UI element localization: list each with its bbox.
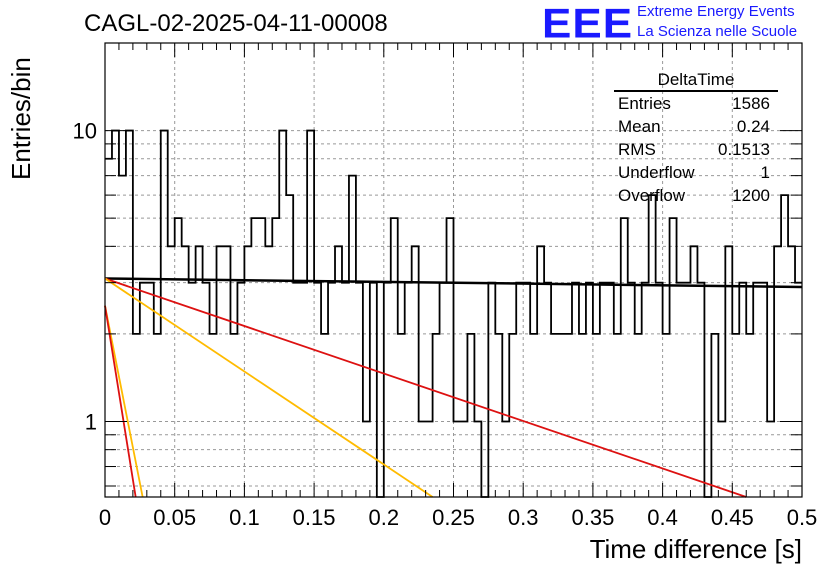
- x-tick-label: 0.2: [369, 505, 400, 530]
- stats-label: RMS: [618, 140, 656, 159]
- stats-value: 1: [760, 163, 770, 182]
- y-tick-label: 1: [85, 409, 97, 434]
- stats-value: 0.24: [736, 117, 770, 136]
- y-tick-label: 10: [73, 119, 97, 144]
- fit-line-1: [104, 277, 803, 289]
- x-axis-label: Time difference [s]: [589, 534, 802, 564]
- org-line-2: La Scienza nelle Scuole: [637, 23, 798, 40]
- fit-line-4: [104, 305, 144, 498]
- stats-row-mean: Mean 0.24: [612, 115, 778, 138]
- org-line-1: Extreme Energy Events: [637, 3, 795, 20]
- histogram: [105, 129, 802, 498]
- stats-value: 1586: [732, 94, 770, 113]
- x-tick-label: 0.1: [229, 505, 260, 530]
- stats-box: DeltaTime Entries 1586 Mean 0.24 RMS 0.1…: [612, 70, 778, 207]
- stats-row-underflow: Underflow 1: [612, 161, 778, 184]
- histogram-steps: [105, 129, 802, 498]
- x-tick-label: 0.5: [787, 505, 818, 530]
- y-axis-label: Entries/bin: [6, 57, 36, 180]
- fit-line-3: [104, 277, 434, 498]
- chart-title: CAGL-02-2025-04-11-00008: [84, 10, 388, 37]
- stats-value: 0.1513: [718, 140, 770, 159]
- stats-label: Overflow: [618, 186, 686, 205]
- stats-title: DeltaTime: [614, 70, 778, 92]
- fit-lines: [104, 277, 803, 498]
- fit-line-2: [104, 277, 747, 498]
- stats-label: Underflow: [618, 163, 695, 182]
- stats-label: Entries: [618, 94, 671, 113]
- axis-ticks: [104, 42, 803, 497]
- x-tick-label: 0.15: [293, 505, 336, 530]
- eee-logo: EEE: [542, 0, 634, 47]
- stats-value: 1200: [732, 186, 770, 205]
- x-tick-label: 0.05: [153, 505, 196, 530]
- stats-label: Mean: [618, 117, 661, 136]
- stats-row-rms: RMS 0.1513: [612, 138, 778, 161]
- x-tick-label: 0.3: [508, 505, 539, 530]
- x-tick-label: 0: [99, 505, 111, 530]
- stats-row-entries: Entries 1586: [612, 92, 778, 115]
- x-tick-label: 0.45: [711, 505, 754, 530]
- tick-labels: 0 0.05 0.1 0.15 0.2 0.25 0.3 0.35 0.4 0.45 0.5 1 10: [73, 119, 818, 530]
- x-tick-label: 0.35: [571, 505, 614, 530]
- stats-row-overflow: Overflow 1200: [612, 184, 778, 207]
- fit-line-5: [104, 305, 137, 498]
- x-tick-label: 0.25: [432, 505, 475, 530]
- x-tick-label: 0.4: [647, 505, 678, 530]
